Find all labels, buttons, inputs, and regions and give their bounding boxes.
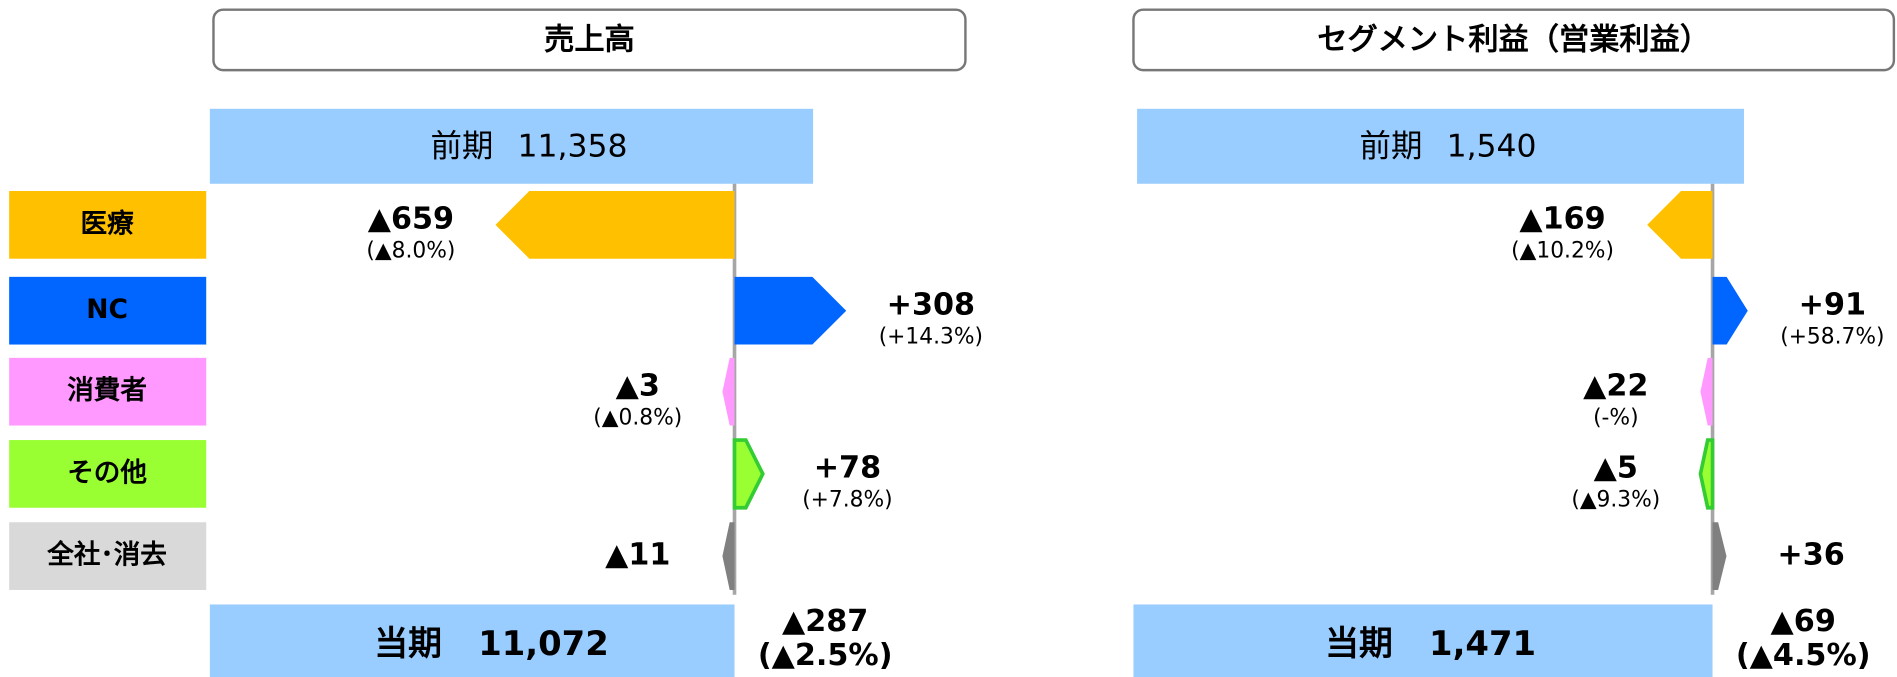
pct-label: (+14.3%) [879,324,983,349]
chart-title: 売上高 [544,23,635,58]
total-change-pct: (▲2.5%) [758,638,893,673]
legend-box [9,440,207,508]
title-box [212,8,967,72]
end-value: 11,072 [478,624,609,663]
pct-label: (▲9.3%) [1571,487,1660,512]
pct-label: (▲10.2%) [1511,238,1614,263]
end-label: 当期 [1325,624,1393,663]
bar [722,522,735,590]
pct-label: (+7.8%) [802,487,892,512]
pct-label: (-%) [1593,405,1639,430]
end-bar [1133,604,1713,677]
pct-label: (+58.7%) [1780,324,1884,349]
legend-label: 消費者 [67,375,147,406]
total-change-pct: (▲4.5%) [1736,638,1871,673]
title-box [1132,8,1896,72]
value-label: +36 [1777,538,1844,573]
bar [1712,522,1727,590]
value-label: ▲659 [368,202,454,237]
bar [1700,357,1713,426]
start-label: 前期 [1360,128,1423,164]
total-change: ▲69 [1771,604,1836,639]
value-label: ▲5 [1594,451,1638,486]
value-label: +91 [1799,287,1866,322]
total-change: ▲287 [782,604,868,639]
bar [1698,438,1715,510]
end-value: 1,471 [1429,624,1536,663]
legend-box [9,276,207,345]
bar [732,438,765,510]
legend-box [9,191,207,259]
value-label: ▲3 [616,368,660,403]
end-label: 当期 [374,624,442,663]
legend-box [9,357,207,426]
end-bar [209,604,735,677]
start-bar [209,108,814,184]
value-label: ▲169 [1519,202,1605,237]
pct-label: (▲8.0%) [366,238,455,263]
bar [495,191,735,259]
bar [1647,191,1713,259]
value-label: +78 [814,451,881,486]
legend-label: 全社･消去 [46,540,167,571]
start-bar [1137,108,1744,184]
legend-label: 医療 [80,208,134,239]
value-label: +308 [887,287,975,322]
legend-box [9,522,207,590]
pct-label: (▲0.8%) [593,405,682,430]
bar [734,276,847,345]
value-label: ▲11 [605,538,670,573]
chart-title: セグメント利益（営業利益） [1317,23,1710,58]
bar [722,357,735,426]
value-label: ▲22 [1583,368,1648,403]
legend-label: その他 [67,457,147,488]
start-value: 1,540 [1447,128,1537,164]
start-value: 11,358 [518,128,628,164]
start-label: 前期 [430,128,493,164]
legend-label: NC [86,294,128,325]
bar [1712,276,1748,345]
